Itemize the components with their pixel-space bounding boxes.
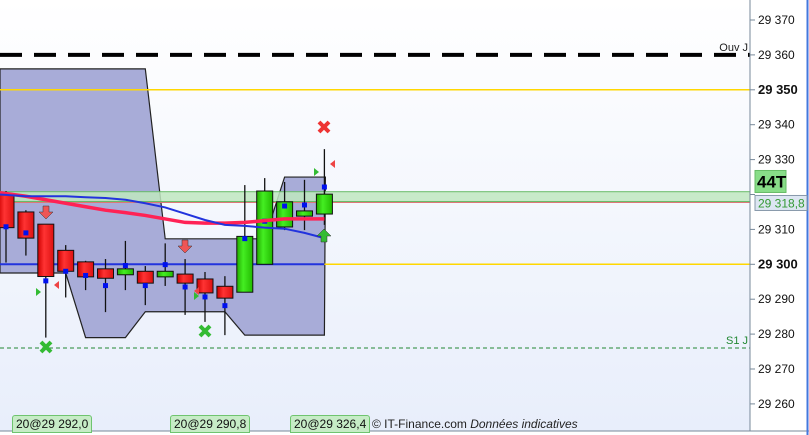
last-price-label: 29 318,8 xyxy=(758,196,805,210)
pivot-dot xyxy=(222,303,228,309)
pivot-dot xyxy=(282,203,288,209)
level-label: Ouv J xyxy=(719,42,748,54)
pivot-dot xyxy=(182,284,188,290)
y-tick-label: 29 330 xyxy=(758,153,795,167)
candle-down xyxy=(57,249,75,272)
triangle-left-icon xyxy=(194,287,199,295)
candle-down xyxy=(216,285,234,299)
pivot-dot xyxy=(122,263,128,269)
cross-marker-icon xyxy=(317,120,331,134)
candle-down xyxy=(0,194,15,229)
level-label: S1 J xyxy=(726,335,748,347)
arrow-down-icon xyxy=(177,239,193,254)
candle-down xyxy=(37,223,55,278)
cross-marker-icon xyxy=(39,340,53,354)
pivot-dot xyxy=(83,272,89,278)
triangle-right-icon xyxy=(36,288,41,296)
triangle-left-icon xyxy=(330,160,335,168)
arrow-down-icon xyxy=(38,205,54,220)
pivot-dot xyxy=(103,283,108,289)
arrow-up-icon xyxy=(316,228,332,243)
candle-down xyxy=(17,211,35,239)
y-tick-label: 29 350 xyxy=(758,82,798,97)
candle-down xyxy=(176,273,194,284)
pivot-dot xyxy=(302,202,307,208)
y-tick-label: 29 340 xyxy=(758,118,795,132)
y-tick-label: 29 260 xyxy=(758,397,795,411)
order-label[interactable]: 20@29 290,8 xyxy=(170,415,251,433)
y-tick-label: 29 300 xyxy=(758,256,798,271)
candle-down xyxy=(196,278,214,294)
triangle-right-icon xyxy=(314,168,319,176)
pivot-dot xyxy=(23,230,29,236)
copyright-footer: © IT-Finance.com Données indicatives xyxy=(372,417,578,431)
timer-badge xyxy=(754,169,787,193)
copyright-text: © IT-Finance.com xyxy=(372,417,467,431)
y-tick-label: 29 370 xyxy=(758,13,795,27)
pivot-dot xyxy=(162,262,168,268)
moving-average-red xyxy=(0,191,325,225)
candle-up xyxy=(315,193,333,215)
y-tick-label: 29 360 xyxy=(758,48,795,62)
candle-down xyxy=(97,268,114,279)
candle-up xyxy=(156,270,174,278)
pivot-dot xyxy=(63,268,69,274)
triangle-left-icon xyxy=(54,281,59,289)
candle-up xyxy=(236,235,254,293)
candle-up xyxy=(116,268,134,276)
y-tick-label: 29 310 xyxy=(758,222,795,236)
pivot-dot xyxy=(202,294,208,300)
y-tick-label: 29 270 xyxy=(758,362,795,376)
price-zone xyxy=(0,191,751,202)
y-tick-label: 29 280 xyxy=(758,327,795,341)
last-price-box xyxy=(754,194,808,211)
triangle-right-icon xyxy=(194,292,199,300)
candle-up xyxy=(296,210,313,217)
pivot-dot xyxy=(242,236,248,242)
moving-average-blue xyxy=(0,193,325,240)
candle-down xyxy=(136,270,154,284)
order-label[interactable]: 20@29 326,4 xyxy=(290,415,371,433)
pivot-dot xyxy=(43,278,49,284)
disclaimer-text: Données indicatives xyxy=(470,417,578,431)
pivot-dot xyxy=(3,224,9,230)
y-tick-label: 29 290 xyxy=(758,292,795,306)
cross-marker-icon xyxy=(198,324,212,338)
order-label[interactable]: 20@29 292,0 xyxy=(12,415,93,433)
pivot-dot xyxy=(321,184,327,190)
pivot-dot xyxy=(142,283,148,289)
timer-label: 44T xyxy=(757,172,787,191)
axis-background xyxy=(750,0,807,431)
